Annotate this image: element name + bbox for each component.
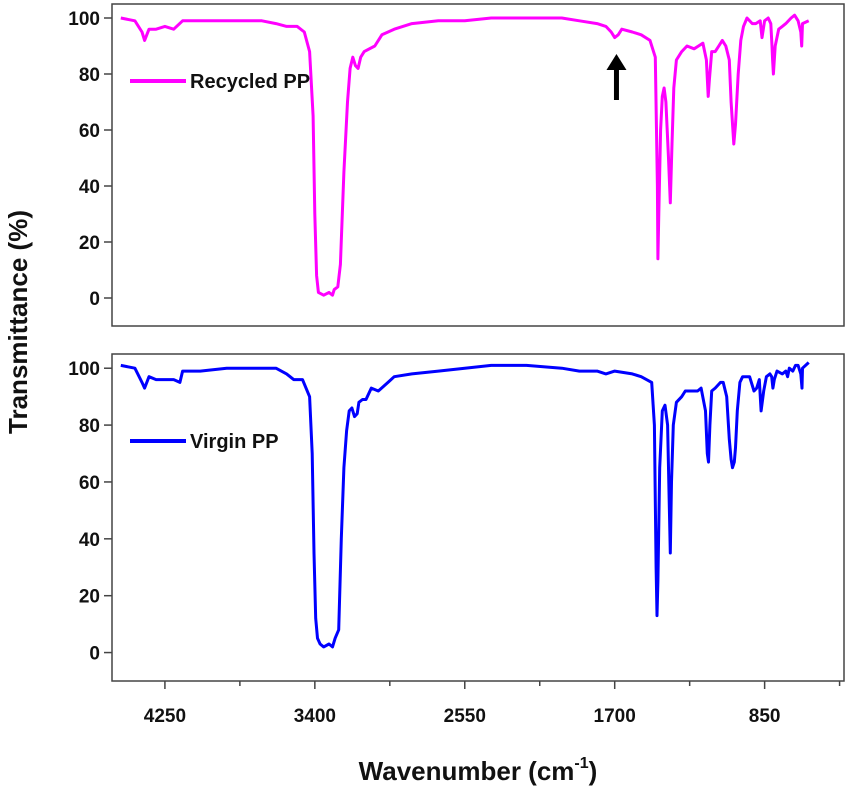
- virgin-pp-y-tick-label: 20: [79, 587, 100, 608]
- arrow-head: [606, 54, 627, 70]
- virgin-pp-y-tick-label: 100: [68, 359, 100, 380]
- recycled-pp-y-tick-label: 20: [79, 233, 100, 254]
- virgin-pp-y-axis: 0 20 40 60 80 100: [68, 359, 112, 665]
- x-tick-label: 850: [749, 706, 781, 727]
- recycled-pp-panel: 0 20 40 60 80 100 Recycled PP: [68, 3, 845, 327]
- x-axis-title: Wavenumber (cm-1): [359, 755, 598, 786]
- x-axis: 4250 3400 2550 1700 850: [144, 681, 841, 727]
- virgin-pp-plot-frame: [111, 353, 845, 682]
- x-axis-title-close: ): [589, 756, 598, 786]
- x-axis-title-main: Wavenumber (cm: [359, 756, 575, 786]
- virgin-pp-spectrum-line: [120, 361, 810, 649]
- virgin-pp-panel: 0 20 40 60 80 100 Virgin PP: [68, 353, 845, 682]
- virgin-pp-y-tick-label: 80: [79, 416, 100, 437]
- recycled-pp-legend-label: Recycled PP: [190, 71, 310, 93]
- recycled-pp-y-tick-label: 0: [89, 289, 100, 310]
- virgin-pp-y-tick-label: 40: [79, 530, 100, 551]
- recycled-pp-y-axis: 0 20 40 60 80 100: [68, 9, 112, 310]
- virgin-pp-legend: Virgin PP: [130, 431, 279, 453]
- virgin-pp-y-tick-label: 0: [89, 644, 100, 665]
- recycled-pp-spectrum-line: [120, 13, 810, 297]
- recycled-pp-y-tick-label: 80: [79, 65, 100, 86]
- recycled-pp-y-tick-label: 60: [79, 121, 100, 142]
- x-tick-label: 1700: [594, 706, 636, 727]
- arrow-annotation-icon: [606, 54, 627, 100]
- x-axis-title-superscript: -1: [574, 755, 588, 772]
- recycled-pp-plot-frame: [111, 3, 845, 327]
- x-tick-label: 2550: [444, 706, 486, 727]
- recycled-pp-y-tick-label: 100: [68, 9, 100, 30]
- virgin-pp-legend-label: Virgin PP: [190, 431, 279, 453]
- y-axis-title: Transmittance (%): [3, 210, 33, 434]
- recycled-pp-legend: Recycled PP: [130, 71, 310, 93]
- x-tick-label: 4250: [144, 706, 186, 727]
- x-tick-label: 3400: [294, 706, 336, 727]
- recycled-pp-y-tick-label: 40: [79, 177, 100, 198]
- virgin-pp-y-tick-label: 60: [79, 473, 100, 494]
